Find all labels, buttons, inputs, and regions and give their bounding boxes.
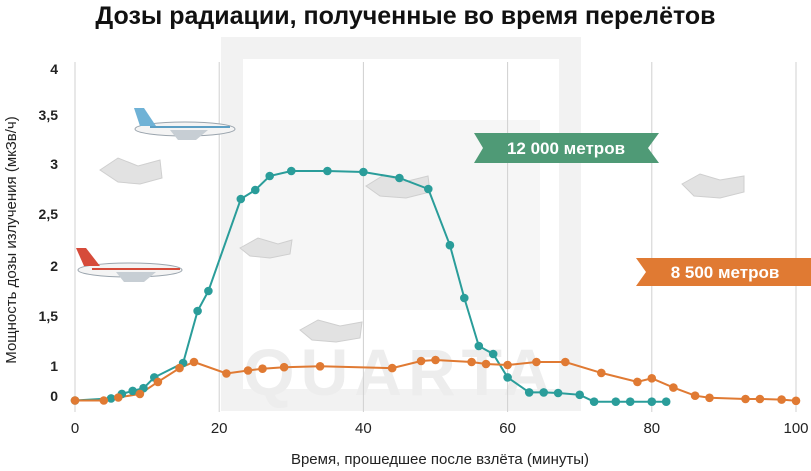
series-point-0 <box>647 397 657 407</box>
x-tick-label: 0 <box>71 420 79 437</box>
series-point-1 <box>690 391 700 401</box>
x-tick-label: 60 <box>499 420 516 437</box>
series-point-0 <box>193 306 202 316</box>
series-point-0 <box>204 286 213 296</box>
series-point-0 <box>251 185 260 195</box>
x-tick-label: 20 <box>211 420 228 437</box>
series-point-0 <box>359 167 368 177</box>
y-tick-label: 2 <box>50 258 58 274</box>
y-tick-label: 3 <box>50 156 58 172</box>
series-point-0 <box>539 388 548 397</box>
series-point-0 <box>460 293 469 303</box>
series-point-0 <box>625 397 635 407</box>
series-point-1 <box>189 357 199 367</box>
y-tick-label: 1,5 <box>39 308 59 324</box>
series-point-1 <box>647 374 657 383</box>
series-point-0 <box>236 194 246 204</box>
series-point-1 <box>258 364 267 374</box>
series-point-0 <box>128 386 137 396</box>
series-point-1 <box>243 366 253 375</box>
series-point-1 <box>755 394 765 404</box>
series-point-1 <box>561 357 570 367</box>
y-tick-label: 4 <box>50 61 58 77</box>
y-axis-ticks: 0 1 1,5 2 2,5 3 3,5 4 <box>39 61 59 404</box>
series-point-1 <box>135 389 145 399</box>
airplane-red-icon <box>76 248 183 282</box>
grid <box>74 62 797 412</box>
series-point-0 <box>445 240 455 250</box>
series-point-0 <box>424 184 433 194</box>
watermark-text: QUARTA <box>243 335 556 409</box>
x-axis-ticks: 0 20 40 60 80 100 <box>71 420 809 437</box>
series-point-1 <box>387 363 397 373</box>
series-point-1 <box>222 369 231 378</box>
series-point-0 <box>661 397 671 407</box>
series-point-0 <box>287 166 296 176</box>
series-point-1 <box>431 355 440 365</box>
series-point-0 <box>503 373 512 382</box>
series-point-1 <box>503 360 512 370</box>
series-point-1 <box>416 356 426 366</box>
chart-title: Дозы радиации, полученные во время перел… <box>95 2 716 30</box>
series-point-0 <box>575 390 584 400</box>
x-tick-label: 80 <box>643 420 660 437</box>
series-point-1 <box>70 396 80 405</box>
series-point-1 <box>741 394 750 404</box>
series-point-0 <box>395 173 404 183</box>
watermark-logo: QUARTA <box>221 37 581 411</box>
x-tick-label: 100 <box>783 420 808 437</box>
series-point-1 <box>114 393 123 402</box>
series-point-0 <box>323 166 332 176</box>
series-point-1 <box>99 396 109 405</box>
y-tick-label: 2,5 <box>39 206 59 222</box>
series-point-1 <box>597 368 606 378</box>
y-tick-label: 3,5 <box>39 107 59 123</box>
series-point-1 <box>481 359 491 369</box>
series-point-1 <box>467 357 476 367</box>
series-point-1 <box>153 377 163 387</box>
series-point-0 <box>474 341 484 351</box>
series-point-1 <box>279 362 289 372</box>
airplane-white-icon <box>134 108 236 140</box>
series-label-orange: 8 500 метров <box>636 258 811 286</box>
series-point-0 <box>106 394 116 403</box>
series-point-1 <box>669 383 678 392</box>
x-axis-label: Время, прошедшее после взлёта (минуты) <box>291 451 589 468</box>
series-label-teal-text: 12 000 метров <box>507 139 625 158</box>
series-point-0 <box>611 397 621 407</box>
y-tick-label: 0 <box>50 388 58 404</box>
y-tick-label: 1 <box>50 358 58 374</box>
series-point-0 <box>488 349 498 359</box>
series-point-1 <box>633 377 642 387</box>
series-point-1 <box>705 393 714 403</box>
series-point-1 <box>315 362 325 371</box>
y-axis-label: Мощность дозы излучения (мкЗв/ч) <box>3 116 20 363</box>
series-point-0 <box>265 171 275 181</box>
series-label-orange-text: 8 500 метров <box>671 263 780 282</box>
series-point-0 <box>553 388 563 398</box>
x-tick-label: 40 <box>355 420 372 437</box>
series-point-0 <box>524 388 534 397</box>
series-label-teal: 12 000 метров <box>474 133 659 163</box>
series-point-1 <box>175 363 184 373</box>
series-point-1 <box>791 396 801 406</box>
series-point-1 <box>777 395 786 404</box>
cloud-icon <box>99 157 745 343</box>
series-point-1 <box>532 357 541 367</box>
series-point-0 <box>589 397 599 407</box>
